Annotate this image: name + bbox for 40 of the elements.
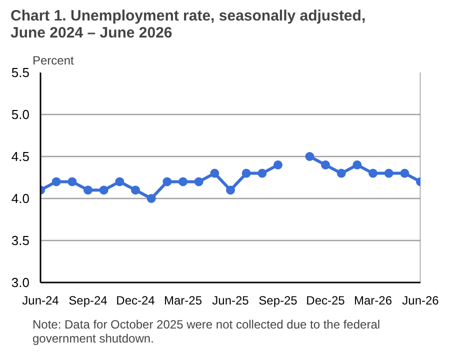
y-axis-title: Percent [32,54,75,68]
point [352,160,362,170]
point [194,177,204,186]
y-tick-label: 3.5 [11,233,30,248]
x-tick-label: Mar-26 [354,294,392,308]
y-tick-label: 4.5 [11,149,30,164]
point [178,177,188,186]
x-tick-label: Dec-24 [116,294,156,308]
point [242,168,251,178]
point [226,186,235,195]
y-tick-label: 5.5 [11,65,30,80]
x-tick-label: Jun-24 [22,294,60,308]
point [305,152,314,161]
point [52,177,61,186]
point [210,168,220,178]
point [99,186,108,195]
point [384,168,394,178]
point [84,186,92,195]
point [400,168,410,178]
x-tick-label: Mar-25 [164,294,202,308]
y-tick-label: 3.0 [11,275,30,290]
point [162,177,172,186]
point [146,194,156,203]
point [115,177,124,186]
point [131,186,140,195]
x-tick-label: Dec-25 [306,294,346,308]
x-tick-label: Sep-25 [258,294,298,308]
x-tick-label: Sep-24 [68,294,108,308]
point [258,168,267,178]
point [321,160,330,170]
y-tick-label: 4.0 [11,191,30,206]
x-tick-label: Jun-26 [402,294,440,308]
x-tick-label: Jun-25 [212,294,250,308]
point [274,160,282,170]
point [336,168,346,178]
point [68,177,77,186]
chart-title: Chart 1. Unemployment rate, seasonally adjusted, June 2024 – June 2026 [10,8,366,42]
text: Note: Data for October 2025 were not collected due to the federal government shutdown. [32,318,380,346]
point [368,168,378,178]
y-tick-label: 5.0 [11,107,30,122]
